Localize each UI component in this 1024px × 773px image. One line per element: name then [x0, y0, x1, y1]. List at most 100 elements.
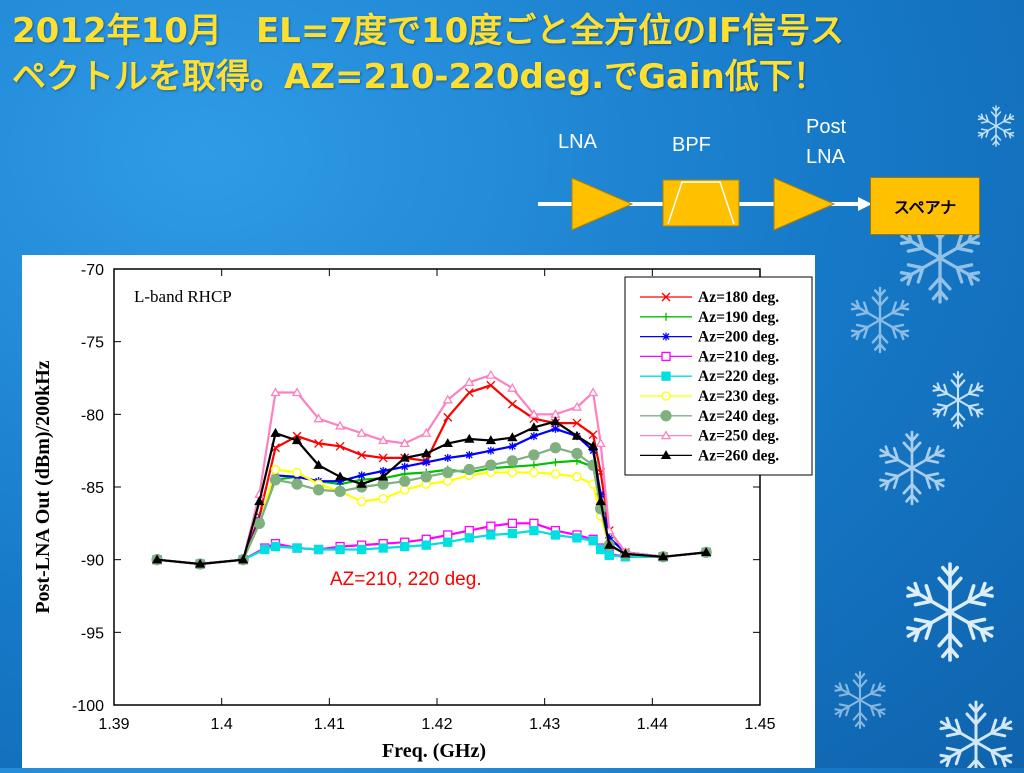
post-lna-label-1: Post: [806, 116, 847, 138]
series-7-point: [442, 466, 454, 479]
series-7-point: [420, 471, 432, 483]
y-axis-ticks: -70 -75 -80 -85 -90 -95 -100: [72, 262, 760, 715]
series-4-point: [507, 518, 518, 528]
series-8-point: [270, 387, 281, 397]
series-5-point: [572, 533, 582, 543]
y-tick-label: -70: [81, 262, 104, 279]
series-1-point: [588, 430, 598, 440]
series-7-point: [399, 475, 411, 487]
lna-amplifier-icon: [571, 177, 634, 231]
slide-title-line-1: 2012年10月 EL=7度で10度ごと全方位のIF信号ス: [12, 11, 845, 51]
x-axis-label: Freq. (GHz): [382, 740, 486, 762]
series-5-point: [292, 543, 302, 553]
series-8-point: [378, 435, 389, 445]
series-9-point: [550, 416, 561, 426]
x-tick-label: 1.42: [421, 716, 452, 733]
series-1-point: [486, 380, 496, 390]
series-7-point: [571, 447, 583, 460]
series-9-point: [485, 435, 496, 445]
series-3-point: [465, 451, 474, 460]
series-9-point: [587, 440, 599, 450]
x-tick-label: 1.41: [314, 716, 345, 733]
series-6-point: [443, 476, 453, 486]
y-tick-label: -80: [81, 407, 104, 424]
series-8-point: [291, 387, 303, 397]
series-5-point: [335, 544, 345, 555]
series-7-point: [269, 474, 282, 486]
legend-label: Az=200 deg.: [698, 329, 779, 346]
series-7-point: [334, 485, 346, 498]
series-3-point: [486, 446, 495, 455]
chart-annotation: AZ=210, 220 deg.: [330, 569, 482, 590]
legend-label: Az=190 deg.: [698, 309, 779, 326]
slide-title-line-2: ペクトルを取得。AZ=210-220deg.でGain低下！: [12, 57, 827, 97]
y-axis-label: Post-LNA Out (dBm)/200kHz: [32, 360, 54, 613]
series-9-point: [238, 554, 249, 564]
y-tick-label: -100: [72, 698, 104, 715]
y-tick-label: -90: [81, 553, 104, 570]
series-3-point: [508, 442, 517, 451]
series-3-point: [551, 424, 560, 433]
chart-title: L-band RHCP: [134, 287, 232, 306]
legend-marker: [662, 312, 670, 321]
legend-label: Az=250 deg.: [698, 428, 779, 445]
legend-marker: [661, 391, 671, 401]
series-9-point: [528, 422, 540, 432]
legend-label: Az=210 deg.: [698, 348, 779, 365]
series-8-point: [356, 427, 367, 437]
series-9-point: [421, 448, 432, 458]
x-tick-label: 1.43: [529, 716, 560, 733]
series-1-point: [357, 450, 367, 460]
series-3-point: [400, 462, 409, 471]
legend-label: Az=230 deg.: [698, 388, 779, 405]
series-7-point: [377, 478, 389, 490]
series-5-point: [588, 536, 598, 546]
series-4-point: [486, 521, 496, 531]
spectrum-chart: -70-75-80-85-90-95-100 1.39 1.4 1.41 1.42 1.…: [32, 262, 813, 762]
legend-label: Az=220 deg.: [698, 368, 779, 385]
series-9-point: [507, 432, 518, 442]
legend-marker: [660, 430, 672, 440]
legend-marker: [660, 450, 672, 460]
series-9-point: [620, 548, 631, 558]
bpf-label: BPF: [672, 134, 711, 156]
series-7-point: [506, 455, 519, 467]
series-8-point: [334, 420, 346, 430]
series-3-point: [529, 432, 538, 441]
series-5-point: [260, 544, 270, 555]
series-9-point: [701, 547, 712, 557]
series-5-point: [421, 540, 431, 550]
series-6-point: [378, 493, 388, 504]
legend-marker: [661, 371, 671, 381]
series-5-point: [486, 530, 496, 540]
series-5-point: [550, 530, 561, 540]
series-3-point: [379, 467, 388, 476]
series-9-point: [464, 433, 475, 443]
legend-marker: [662, 332, 670, 341]
series-3-point: [357, 471, 366, 480]
legend-marker: [661, 351, 671, 362]
post-lna-label-2: LNA: [806, 146, 845, 168]
bpf-filter-symbol: [667, 181, 735, 225]
series-1-point: [464, 388, 474, 397]
x-axis-ticks: 1.39 1.4 1.41 1.42 1.43 1.44 1.45: [98, 269, 776, 733]
y-tick-label: -75: [81, 335, 104, 352]
chart-legend: Az=180 deg. Az=190 deg. Az=200 deg. Az=210 …: [624, 276, 813, 476]
series-5-point: [604, 550, 614, 560]
series-9-point: [604, 539, 615, 549]
post-lna-amplifier-icon: [773, 177, 836, 231]
series-6-point: [529, 467, 539, 478]
series-5-point: [464, 533, 474, 543]
series-3-point: [422, 458, 431, 467]
lna-label: LNA: [558, 131, 597, 153]
series-7-point: [253, 517, 266, 529]
series-5-point: [529, 525, 539, 536]
series-5-point: [400, 541, 410, 552]
series-9-point: [356, 478, 367, 488]
chart-panel: -70 -75 -80 -85 -90 -95 -100 1.39 1.4 1.41 1.42 1.…: [22, 255, 815, 768]
series-layer: [151, 369, 712, 570]
series-1-point: [572, 418, 582, 428]
legend-marker: [660, 410, 672, 422]
legend-label: Az=180 deg.: [698, 289, 779, 306]
slide-title: 2012年10月 EL=7度で10度ごと全方位のIF信号ス ペクトルを取得。AZ…: [12, 8, 1012, 100]
